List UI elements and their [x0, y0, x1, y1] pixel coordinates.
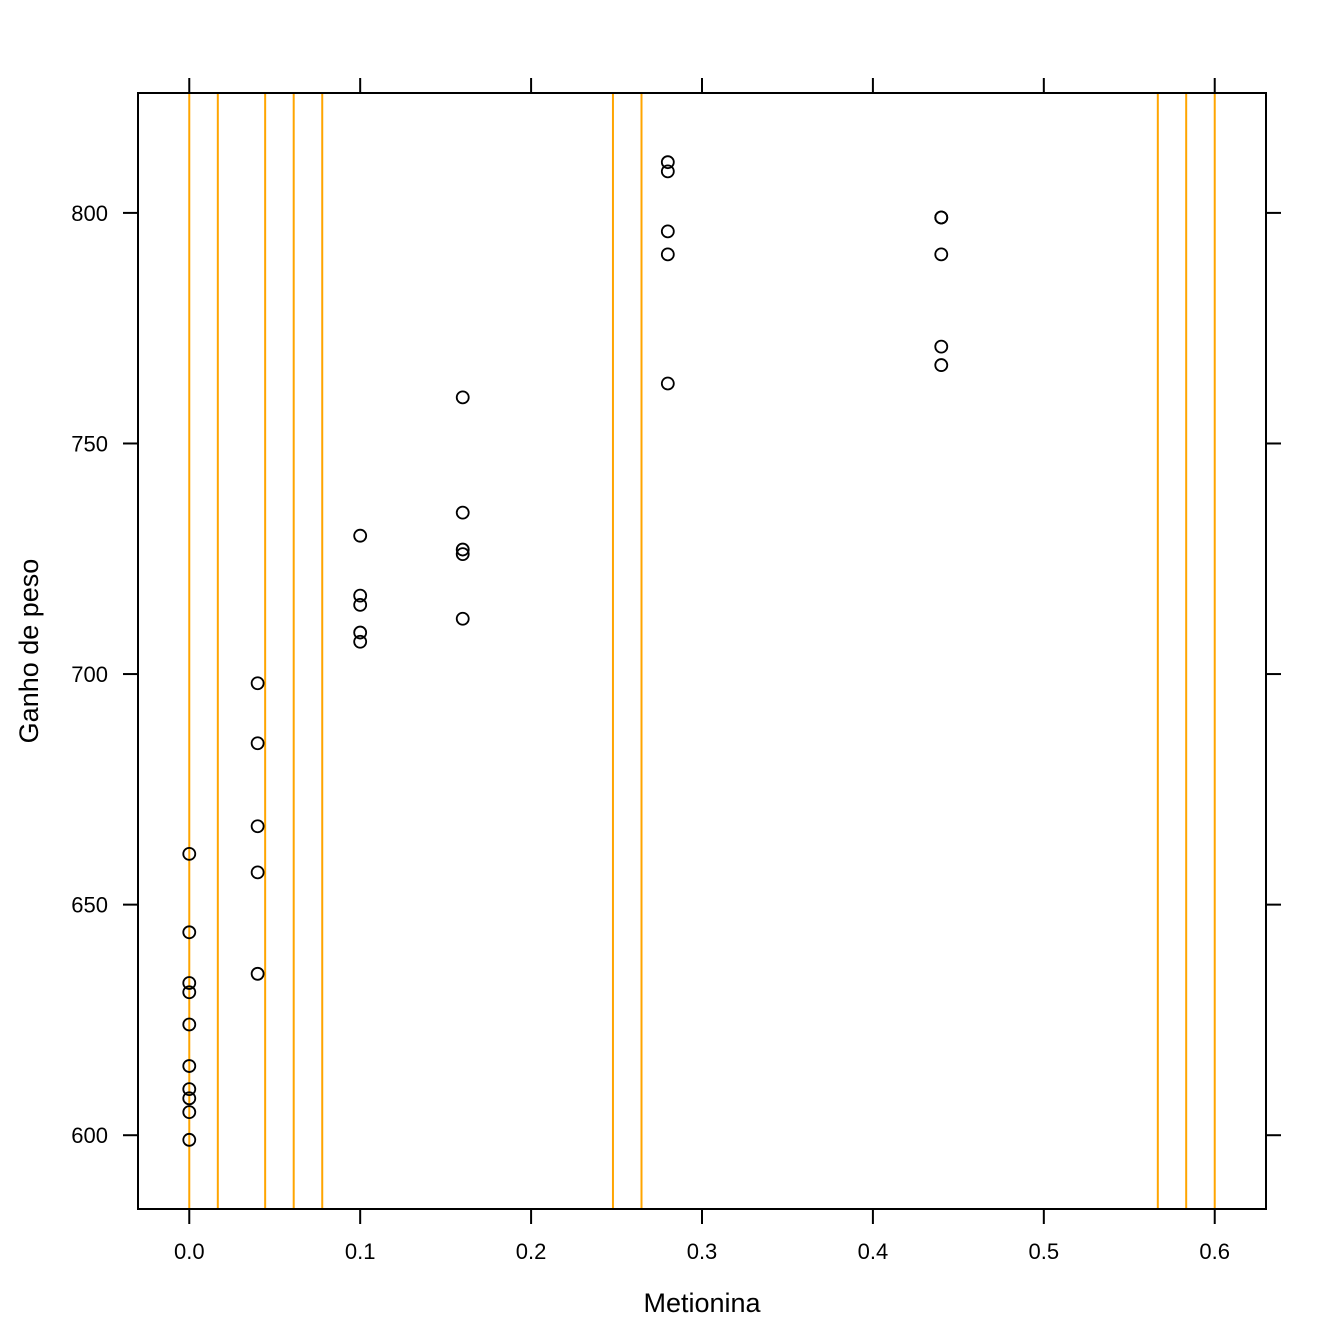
x-tick-label-1: 0.1 [345, 1239, 376, 1264]
data-point-3 [182, 985, 197, 1000]
tick-labels: 0.0 0.1 0.2 0.3 0.4 0.5 0.6 600 650 700 750 800 [71, 201, 1230, 1264]
data-point-25 [660, 155, 675, 170]
y-tick-label-4: 800 [71, 201, 108, 226]
x-tick-label-6: 0.6 [1199, 1239, 1230, 1264]
x-tick-label-0: 0.0 [174, 1239, 205, 1264]
data-point-4 [182, 1017, 197, 1032]
data-point-29 [660, 376, 675, 391]
x-tick-label-3: 0.3 [687, 1239, 718, 1264]
y-axis-title: Ganho de peso [14, 559, 44, 744]
data-point-12 [250, 819, 265, 834]
data-point-1 [182, 925, 197, 940]
data-point-7 [182, 1091, 197, 1106]
data-point-11 [250, 736, 265, 751]
data-point-21 [455, 505, 470, 520]
data-point-8 [182, 1105, 197, 1120]
axis-ticks [123, 78, 1281, 1224]
data-point-20 [455, 390, 470, 405]
data-point-24 [455, 611, 470, 626]
data-point-10 [250, 676, 265, 691]
data-point-27 [660, 224, 675, 239]
data-point-16 [353, 588, 368, 603]
data-point-13 [250, 865, 265, 880]
data-point-34 [934, 358, 949, 372]
x-tick-label-4: 0.4 [858, 1239, 889, 1264]
y-tick-label-1: 650 [71, 893, 108, 918]
data-point-5 [182, 1059, 197, 1073]
data-point-0 [182, 847, 197, 861]
data-point-17 [353, 597, 368, 612]
x-axis-title: Metionina [643, 1288, 761, 1318]
data-points [182, 155, 949, 1147]
data-point-26 [660, 164, 675, 179]
data-point-6 [182, 1082, 197, 1096]
data-point-15 [353, 528, 368, 543]
data-point-2 [182, 976, 197, 990]
y-tick-label-3: 750 [71, 431, 108, 456]
y-tick-label-2: 700 [71, 662, 108, 687]
data-point-28 [660, 247, 675, 262]
data-point-32 [934, 247, 949, 262]
x-tick-label-2: 0.2 [516, 1239, 547, 1264]
vertical-reference-lines [188, 93, 1216, 1209]
data-point-31 [934, 210, 949, 225]
data-point-22 [455, 542, 470, 557]
y-tick-label-0: 600 [71, 1123, 108, 1148]
data-point-18 [353, 625, 368, 640]
data-point-19 [353, 634, 368, 649]
data-point-33 [934, 339, 949, 354]
data-point-14 [250, 966, 265, 981]
data-point-23 [455, 547, 470, 562]
x-tick-label-5: 0.5 [1029, 1239, 1060, 1264]
data-point-9 [182, 1132, 197, 1147]
